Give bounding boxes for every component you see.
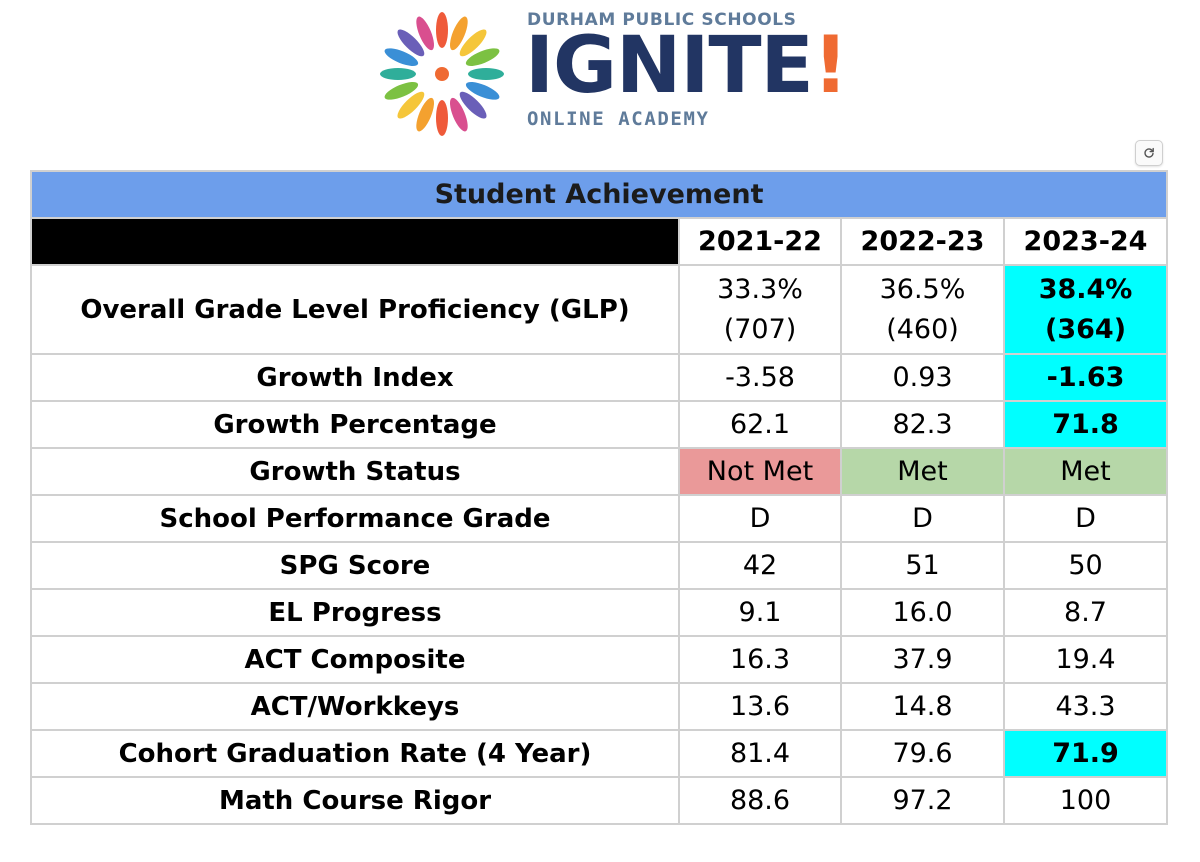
table-header-row: 2021-22 2022-23 2023-24 <box>30 217 1169 266</box>
metric-value: D <box>1002 494 1169 543</box>
metric-value: 43.3 <box>1002 682 1169 731</box>
metric-value: 36.5% (460) <box>840 264 1005 355</box>
metric-value: 13.6 <box>678 682 842 731</box>
value-percent: 33.3% <box>717 274 803 306</box>
table-title: Student Achievement <box>29 170 1169 219</box>
table-row: Math Course Rigor 88.6 97.2 100 <box>30 776 1169 825</box>
status-met: Met <box>840 447 1005 496</box>
student-achievement-table: Student Achievement 2021-22 2022-23 2023… <box>29 170 1169 825</box>
year-header: 2021-22 <box>678 217 842 266</box>
logo-wordmark: DURHAM PUBLIC SCHOOLS IGNITE! ONLINE ACA… <box>525 4 848 144</box>
metric-label: School Performance Grade <box>30 494 680 543</box>
metric-value: 14.8 <box>840 682 1005 731</box>
metric-label: Growth Status <box>30 447 680 496</box>
logo-petal <box>449 97 468 132</box>
logo-petal <box>397 91 425 119</box>
metric-value: 79.6 <box>840 729 1005 778</box>
logo-petal <box>459 91 487 119</box>
metric-value-highlighted: 71.8 <box>1002 400 1169 449</box>
logo-petal <box>416 16 435 51</box>
table-row: Overall Grade Level Proficiency (GLP) 33… <box>30 264 1169 355</box>
value-percent: 36.5% <box>879 274 966 306</box>
sunburst-logo-icon <box>380 12 504 136</box>
metric-value: 9.1 <box>678 588 842 637</box>
logo-petal <box>436 12 448 48</box>
table-row: EL Progress 9.1 16.0 8.7 <box>30 588 1169 637</box>
metric-value: 8.7 <box>1002 588 1169 637</box>
metric-label: EL Progress <box>30 588 680 637</box>
value-count: (707) <box>723 313 797 345</box>
metric-label: Growth Percentage <box>30 400 680 449</box>
table-row: School Performance Grade D D D <box>30 494 1169 543</box>
refresh-icon <box>1144 147 1154 158</box>
value-count: (364) <box>1045 313 1127 345</box>
metric-label: ACT Composite <box>30 635 680 684</box>
metric-value: 82.3 <box>840 400 1005 449</box>
metric-value: 16.0 <box>840 588 1005 637</box>
metric-value-highlighted: 71.9 <box>1002 729 1169 778</box>
logo-petal <box>468 68 504 80</box>
header-blank-cell <box>30 217 680 266</box>
metric-value: 0.93 <box>840 353 1005 402</box>
logo-ignite-title: IGNITE! <box>525 21 849 111</box>
metric-value: 37.9 <box>840 635 1005 684</box>
logo-petal <box>416 97 435 132</box>
table-row: SPG Score 42 51 50 <box>30 541 1169 590</box>
table-row: ACT/Workkeys 13.6 14.8 43.3 <box>30 682 1169 731</box>
status-met: Met <box>1002 447 1169 496</box>
metric-value: D <box>678 494 842 543</box>
logo-petal <box>380 68 416 80</box>
logo-petal <box>465 81 500 100</box>
metric-value: 16.3 <box>678 635 842 684</box>
table-row: Cohort Graduation Rate (4 Year) 81.4 79.… <box>30 729 1169 778</box>
refresh-button[interactable] <box>1135 140 1163 166</box>
table-row: Growth Status Not Met Met Met <box>30 447 1169 496</box>
metric-value-highlighted: 38.4% (364) <box>1002 264 1169 355</box>
metric-value: 33.3% (707) <box>678 264 842 355</box>
logo-district-name: DURHAM PUBLIC SCHOOLS <box>527 10 797 30</box>
metric-value-highlighted: -1.63 <box>1002 353 1169 402</box>
metric-label: Growth Index <box>30 353 680 402</box>
logo-ignite-word: IGNITE <box>525 21 814 111</box>
metric-value: -3.58 <box>678 353 842 402</box>
student-achievement-table-wrap: Student Achievement 2021-22 2022-23 2023… <box>29 170 1169 825</box>
metric-label: Cohort Graduation Rate (4 Year) <box>30 729 680 778</box>
metric-value: D <box>840 494 1005 543</box>
metric-label: ACT/Workkeys <box>30 682 680 731</box>
table-row: ACT Composite 16.3 37.9 19.4 <box>30 635 1169 684</box>
metric-value: 97.2 <box>840 776 1005 825</box>
metric-label: Math Course Rigor <box>30 776 680 825</box>
metric-value: 88.6 <box>678 776 842 825</box>
metric-value: 50 <box>1002 541 1169 590</box>
metric-value: 19.4 <box>1002 635 1169 684</box>
logo-academy-name: ONLINE ACADEMY <box>527 108 710 130</box>
logo-exclamation: ! <box>812 21 849 111</box>
status-not-met: Not Met <box>678 447 842 496</box>
table-row: Growth Index -3.58 0.93 -1.63 <box>30 353 1169 402</box>
value-count: (460) <box>886 313 959 345</box>
year-header: 2023-24 <box>1002 217 1169 266</box>
logo-petal <box>384 48 419 67</box>
ignite-logo: DURHAM PUBLIC SCHOOLS IGNITE! ONLINE ACA… <box>372 4 848 144</box>
logo-petal <box>449 16 468 51</box>
metric-value: 51 <box>840 541 1005 590</box>
metric-value: 42 <box>678 541 842 590</box>
logo-petal <box>459 29 487 57</box>
table-row: Growth Percentage 62.1 82.3 71.8 <box>30 400 1169 449</box>
metric-value: 100 <box>1002 776 1169 825</box>
value-percent: 38.4% <box>1038 274 1133 306</box>
logo-petal <box>397 29 425 57</box>
year-header: 2022-23 <box>840 217 1005 266</box>
table-title-row: Student Achievement <box>29 170 1169 219</box>
metric-value: 62.1 <box>678 400 842 449</box>
logo-petal <box>465 48 500 67</box>
logo-petal <box>436 100 448 136</box>
metric-label: Overall Grade Level Proficiency (GLP) <box>30 264 680 355</box>
logo-center-dot <box>435 67 449 81</box>
metric-value: 81.4 <box>678 729 842 778</box>
metric-label: SPG Score <box>30 541 680 590</box>
logo-petal <box>384 81 419 100</box>
